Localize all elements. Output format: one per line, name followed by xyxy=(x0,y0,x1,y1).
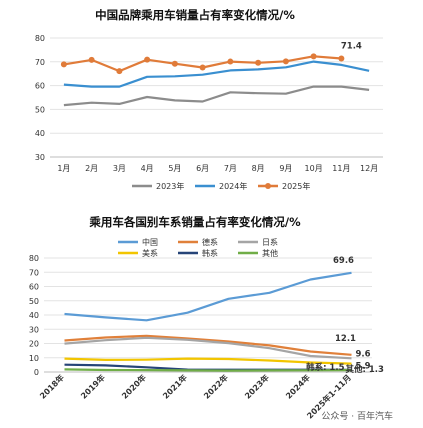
data-label: 其他: 1.3 xyxy=(346,364,385,375)
data-point-2025年 xyxy=(88,56,95,63)
x-tick-label: 9月 xyxy=(279,164,292,173)
series-line-2023年 xyxy=(63,85,370,107)
x-tick-label: 6月 xyxy=(196,164,209,173)
data-point-2025年 xyxy=(310,53,317,60)
y-tick-label: 50 xyxy=(29,297,39,306)
brand-share-chart: 中国品牌乘用车销量占有率变化情况/% 30 40 50 60 70 80 1月 2月 3月 4月 5月… xyxy=(35,8,383,191)
x-tick-label: 2018年 xyxy=(37,372,65,400)
legend-label-中国: 中国 xyxy=(142,237,158,247)
series-line-日系 xyxy=(64,336,352,360)
y-tick-label: 80 xyxy=(35,34,45,43)
series-line-2024年 xyxy=(63,60,370,88)
data-label: 9.6 xyxy=(356,349,371,359)
legend-label-2023年: 2023年 xyxy=(156,181,184,191)
legend-label-2025年: 2025年 xyxy=(282,181,310,191)
data-label: 69.6 xyxy=(333,256,354,266)
data-point-2025年 xyxy=(171,60,178,67)
x-tick-label: 8月 xyxy=(252,164,265,173)
x-tick-label: 2020年 xyxy=(119,372,147,400)
data-point-2025年 xyxy=(227,58,234,65)
legend-label-韩系: 韩系 xyxy=(202,248,218,258)
x-tick-label: 12月 xyxy=(360,164,378,173)
data-label: 12.1 xyxy=(335,334,356,344)
chart-title: 中国品牌乘用车销量占有率变化情况/% xyxy=(95,8,295,22)
series-line-中国 xyxy=(64,271,352,322)
y-tick-label: 60 xyxy=(35,82,45,91)
y-tick-label: 80 xyxy=(29,254,39,263)
data-label: 71.4 xyxy=(341,41,362,51)
x-tick-label: 4月 xyxy=(141,164,154,173)
data-point-2025年 xyxy=(255,59,262,66)
origin-share-chart: 乘用车各国别车系销量占有率变化情况/% 0 10 20 30 40 50 60 70 80 2018… xyxy=(29,215,385,421)
legend-label-日系: 日系 xyxy=(262,237,278,247)
data-label: 韩系: 1.5 xyxy=(306,362,345,373)
y-tick-label: 60 xyxy=(29,283,39,292)
legend-label-其他: 其他 xyxy=(262,248,278,258)
legend-label-德系: 德系 xyxy=(202,237,218,247)
data-label: 5.9 xyxy=(356,362,371,372)
x-tick-label: 2月 xyxy=(85,164,98,173)
x-tick-label: 11月 xyxy=(332,164,350,173)
x-tick-label: 10月 xyxy=(305,164,323,173)
x-tick-label: 2021年 xyxy=(160,372,188,400)
y-tick-label: 40 xyxy=(35,129,45,138)
x-tick-label: 2022年 xyxy=(201,372,229,400)
x-tick-label: 3月 xyxy=(113,164,126,173)
y-tick-label: 50 xyxy=(35,105,45,114)
y-tick-label: 20 xyxy=(29,340,39,349)
x-tick-label: 1月 xyxy=(57,164,70,173)
series-line-德系 xyxy=(64,334,352,356)
series-line-其他 xyxy=(64,368,352,372)
data-point-2025年 xyxy=(338,55,345,62)
data-point-2025年 xyxy=(199,64,206,71)
x-tick-label: 2019年 xyxy=(78,372,106,400)
y-tick-label: 70 xyxy=(29,268,39,277)
y-tick-label: 30 xyxy=(29,325,39,334)
y-tick-label: 70 xyxy=(35,58,45,67)
chart-title: 乘用车各国别车系销量占有率变化情况/% xyxy=(88,215,301,229)
series-line-美系 xyxy=(64,357,352,365)
y-tick-label: 40 xyxy=(29,311,39,320)
y-tick-label: 0 xyxy=(34,368,39,377)
data-point-2025年 xyxy=(116,68,123,75)
watermark-caption: 公众号 · 百年汽车 xyxy=(321,412,393,422)
data-point-2025年 xyxy=(144,56,151,63)
data-point-2025年 xyxy=(60,61,67,68)
y-tick-label: 30 xyxy=(35,153,45,162)
legend-label-2024年: 2024年 xyxy=(219,181,247,191)
x-tick-label: 2024年 xyxy=(283,372,311,400)
x-tick-label: 5月 xyxy=(168,164,181,173)
x-tick-label: 7月 xyxy=(224,164,237,173)
data-point-2025年 xyxy=(282,58,289,65)
legend-marker-2025年 xyxy=(265,183,271,189)
x-tick-label: 2023年 xyxy=(242,372,270,400)
legend-label-美系: 美系 xyxy=(142,248,158,258)
y-tick-label: 10 xyxy=(29,354,39,363)
